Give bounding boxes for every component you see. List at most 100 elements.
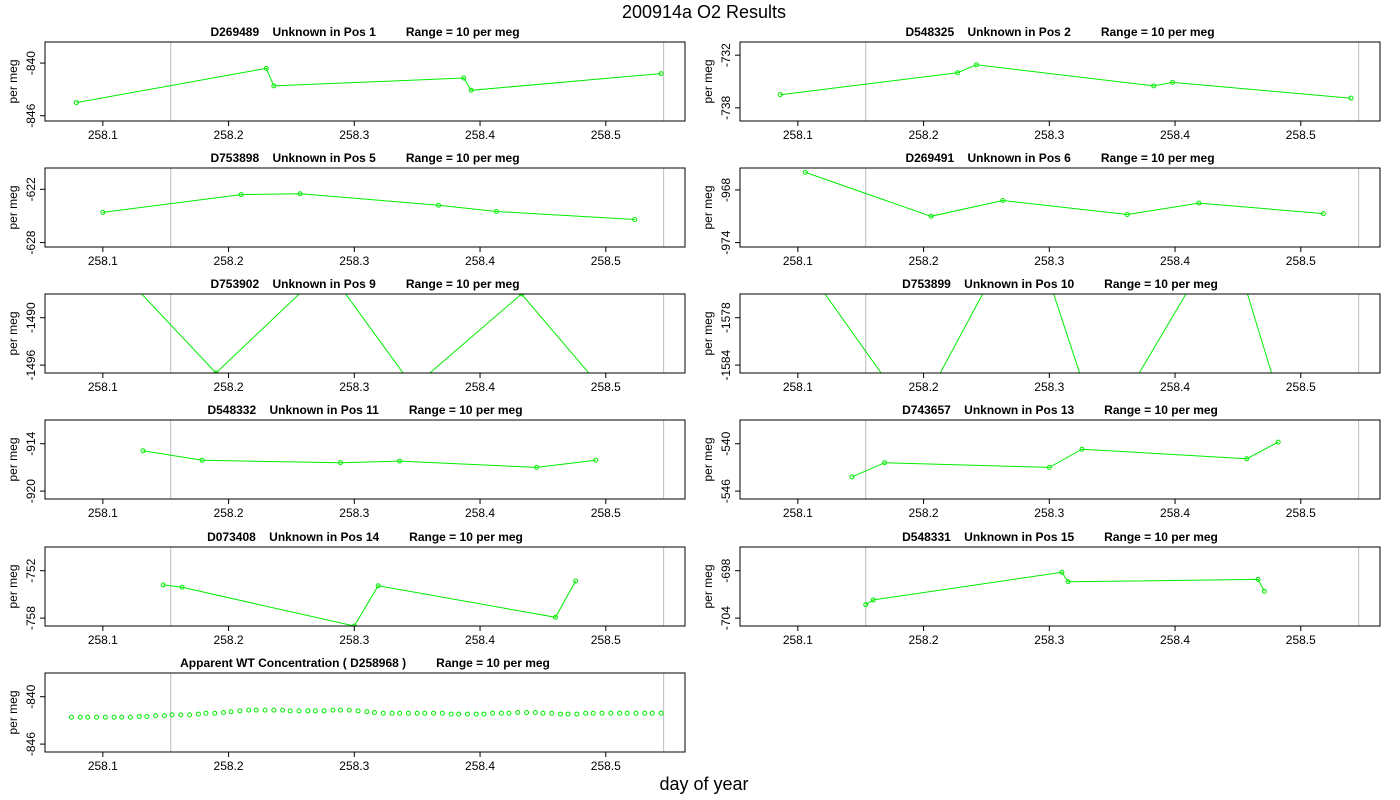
data-point [1124,212,1130,218]
y-axis-label: per meg [6,311,20,355]
y-tick-label: -546 [719,479,733,503]
data-point [296,708,302,714]
data-point [237,708,243,714]
panel-title: D753899 Unknown in Pos 10 Range = 10 per… [902,277,1218,291]
series-line [805,171,1324,217]
data-point [321,708,327,714]
x-tick-label: 258.2 [909,254,939,268]
data-point [414,710,420,716]
data-point [371,710,377,715]
data-point [160,582,166,588]
data-point [1348,95,1354,101]
y-axis-label: per meg [6,185,20,229]
y-axis-label: per meg [701,59,715,103]
data-point [552,614,558,620]
data-point [1225,223,1229,227]
panel: D548331 Unknown in Pos 15 Range = 10 per… [701,530,1381,647]
data-point [490,710,496,716]
y-tick-label: -1496 [24,349,38,380]
series-line [163,580,577,626]
data-point [456,711,462,717]
data-point [1321,542,1325,546]
x-tick-label: 258.3 [1034,633,1064,647]
data-point [436,202,442,208]
y-axis-label: per meg [6,564,20,608]
plot-frame [44,167,686,248]
data-point [777,92,783,98]
x-tick-label: 258.5 [591,506,621,520]
data-point [498,710,504,716]
data-point [1151,83,1157,89]
panel: D269491 Unknown in Pos 6 Range = 10 per … [701,151,1381,268]
data-point [337,460,343,466]
series-line [140,294,590,373]
data-point [287,708,293,714]
panel-title: D548331 Unknown in Pos 15 Range = 10 per… [902,530,1218,544]
x-tick-label: 258.5 [1286,633,1316,647]
data-point [389,710,395,716]
data-point [882,460,888,466]
data-point [73,100,79,106]
y-tick-label: -846 [24,103,38,127]
data-area [849,439,1281,480]
data-point [411,385,415,389]
data-point [863,602,869,608]
x-tick-label: 258.2 [214,128,244,142]
data-point [221,710,227,715]
y-tick-label: -732 [719,43,733,67]
plot-frame [44,546,686,627]
data-point [632,216,638,222]
x-tick-label: 258.1 [783,633,813,647]
data-point [658,71,664,77]
x-tick-label: 258.1 [88,380,118,394]
x-tick-label: 258.2 [214,380,244,394]
data-point [1000,197,1006,203]
plot-frame [739,293,1381,374]
data-point [422,710,428,716]
y-axis-label: per meg [6,690,20,734]
y-tick-label: -704 [719,606,733,630]
data-area [777,62,1354,101]
data-point [375,583,381,589]
panel-title: D753898 Unknown in Pos 5 Range = 10 per … [210,151,519,165]
data-point [253,707,259,713]
data-point [68,714,74,720]
data-point [574,711,580,717]
y-tick-label: -968 [719,178,733,202]
data-point [380,710,386,716]
y-tick-label: -540 [719,431,733,455]
plot-frame [739,546,1381,627]
x-tick-label: 258.1 [783,380,813,394]
y-axis-label: per meg [701,311,715,355]
data-point [77,714,83,720]
y-tick-label: -1578 [719,302,733,333]
x-tick-label: 258.4 [465,254,495,268]
data-point [599,710,605,716]
data-point [312,708,318,714]
panel: D753899 Unknown in Pos 10 Range = 10 per… [701,223,1381,546]
data-point [515,710,521,715]
data-point [549,710,555,716]
data-point [1099,436,1103,440]
data-point [1065,579,1071,585]
data-point [534,464,540,470]
data-point [590,710,596,716]
data-area [140,448,599,470]
data-point [262,707,268,713]
data-point [642,710,648,716]
data-point [178,712,184,718]
data-point [271,83,277,89]
y-tick-label: -840 [24,684,38,708]
y-axis-label: per meg [701,564,715,608]
data-point [238,192,244,198]
data-point [573,578,579,584]
x-tick-label: 258.1 [88,254,118,268]
panel: D073408 Unknown in Pos 14 Range = 10 per… [6,530,686,647]
data-point [102,714,108,720]
data-point [565,711,571,717]
data-point [928,213,934,219]
y-axis-label: per meg [6,59,20,103]
x-tick-label: 258.4 [465,506,495,520]
x-tick-label: 258.3 [339,380,369,394]
panel: D269489 Unknown in Pos 1 Range = 10 per … [6,25,686,142]
